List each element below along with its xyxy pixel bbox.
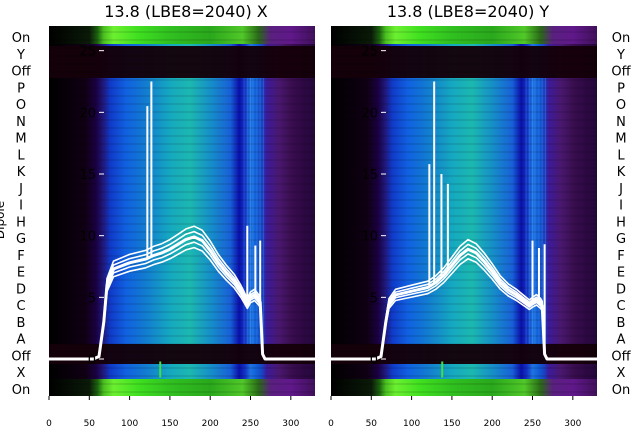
x-tick-label: 100 [121, 419, 138, 429]
dipole-label: K [617, 165, 626, 180]
x-tick-label: 300 [282, 419, 299, 429]
x-tick-label: 0 [46, 419, 52, 429]
dipole-label: B [17, 316, 26, 331]
dipole-label: E [617, 266, 625, 281]
dipole-label: P [17, 81, 25, 96]
dipole-label: E [17, 266, 25, 281]
dipole-label: X [17, 366, 26, 381]
dipole-label: J [618, 182, 623, 197]
dipole-label: M [15, 132, 26, 147]
x-tick-label: 50 [84, 419, 96, 429]
dipole-label: On [612, 31, 630, 46]
on-band-bottom [331, 379, 597, 396]
dipole-label: C [616, 299, 625, 314]
dipole-label: O [616, 98, 626, 113]
y-tick-label: 25 [361, 45, 378, 60]
dipole-label: Off [611, 65, 631, 80]
y-axis-label: Dipole [0, 201, 7, 239]
y-tick-label: 15 [361, 168, 378, 183]
dipole-label: M [615, 132, 626, 147]
y-tick-label: 10 [79, 230, 96, 245]
off-band-top [331, 46, 597, 78]
x-tick-label: 250 [242, 419, 259, 429]
dipole-label: G [16, 232, 26, 247]
dipole-label: K [17, 165, 26, 180]
y-tick-label: 20 [361, 106, 378, 121]
dipole-label: B [617, 316, 626, 331]
off-band-bottom [49, 344, 315, 364]
dipole-label: L [617, 148, 625, 163]
on-band-top [49, 26, 315, 44]
x-tick-label: 50 [366, 419, 378, 429]
dipole-label: F [17, 249, 24, 264]
x-tick-label: 250 [524, 419, 541, 429]
y-tick-label: 25 [79, 45, 96, 60]
on-band-bottom [49, 379, 315, 396]
x-tick-label: 200 [484, 419, 501, 429]
dipole-label: F [617, 249, 624, 264]
y-tick-label: 0 [370, 353, 378, 368]
dipole-label: O [16, 98, 26, 113]
heatmap-body [331, 26, 597, 396]
dipole-label: Y [616, 48, 625, 63]
dipole-label: On [12, 383, 30, 398]
x-tick-label: 0 [328, 419, 334, 429]
dipole-label: On [612, 383, 630, 398]
dipole-label: Off [11, 65, 31, 80]
y-tick-label: 0 [88, 353, 96, 368]
dipole-label: N [16, 115, 26, 130]
x-tick-label: 300 [564, 419, 581, 429]
dipole-label: H [16, 215, 26, 230]
off-band-top [49, 46, 315, 78]
y-tick-label: 5 [370, 291, 378, 306]
dipole-label: J [18, 182, 23, 197]
dipole-label: D [16, 282, 26, 297]
on-band-top [331, 26, 597, 44]
x-tick-label: 100 [403, 419, 420, 429]
dipole-label: On [12, 31, 30, 46]
off-band-bottom [331, 344, 597, 364]
overlay-curves [49, 225, 315, 361]
heatmap-body [49, 26, 315, 396]
y-tick-label: 20 [79, 106, 96, 121]
dipole-label: H [616, 215, 626, 230]
dipole-label: I [19, 199, 23, 214]
dipole-label: G [616, 232, 626, 247]
x-tick-label: 150 [161, 419, 178, 429]
dipole-label: I [619, 199, 623, 214]
dipole-label: Y [16, 48, 25, 63]
dipole-label: N [616, 115, 626, 130]
y-tick-label: 15 [79, 168, 96, 183]
x-tick-label: 200 [202, 419, 219, 429]
dipole-label: A [17, 333, 26, 348]
dipole-label: D [616, 282, 626, 297]
y-tick-label: 5 [88, 291, 96, 306]
dipole-label: L [17, 148, 25, 163]
dipole-label: Off [11, 349, 31, 364]
overlay-curves [331, 238, 597, 361]
row-texture [49, 31, 315, 393]
overlay-line [331, 238, 597, 360]
dipole-label: C [16, 299, 25, 314]
dipole-label: A [617, 333, 626, 348]
y-tick-label: 10 [361, 230, 378, 245]
dipole-label: Off [611, 349, 631, 364]
dipole-label: P [617, 81, 625, 96]
chart-title: 13.8 (LBE8=2040) Y [387, 2, 550, 21]
chart-title: 13.8 (LBE8=2040) X [104, 2, 268, 21]
x-tick-label: 150 [443, 419, 460, 429]
dipole-label: X [617, 366, 626, 381]
row-texture [331, 31, 597, 393]
